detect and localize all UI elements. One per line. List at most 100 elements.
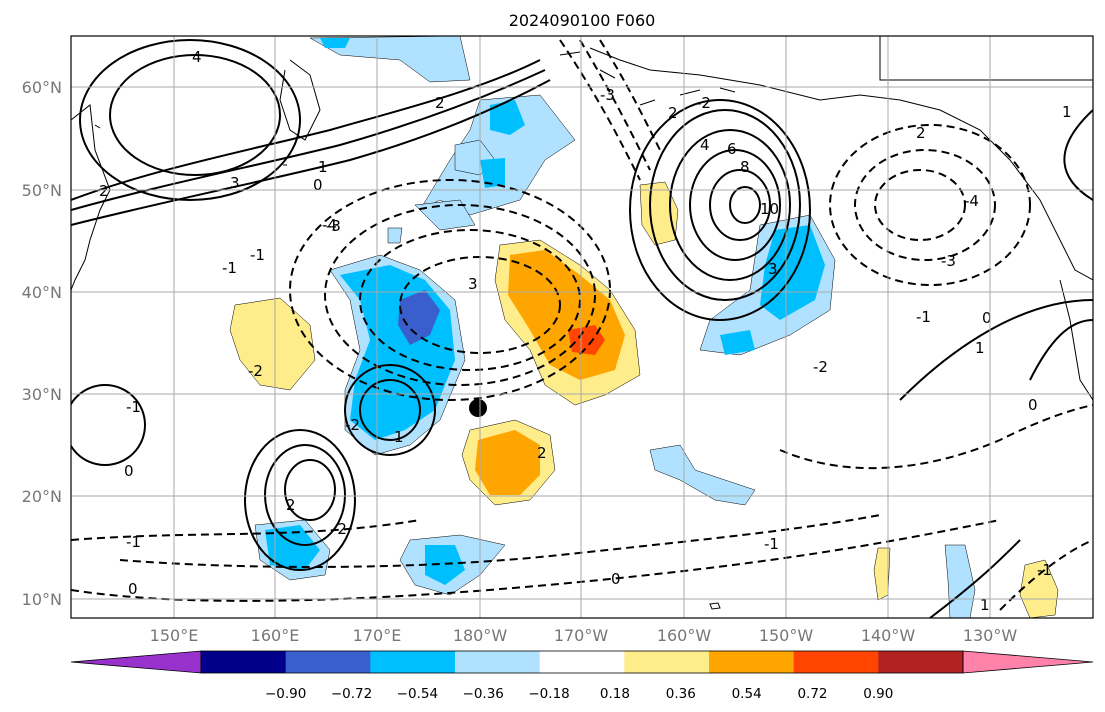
contour-label: 3 <box>230 174 240 192</box>
contour-label: 1 <box>1062 103 1072 121</box>
lat-tick-label: 50°N <box>22 181 62 200</box>
contour-label: -2 <box>696 94 711 112</box>
contour-label: 2 <box>668 104 678 122</box>
contour-label: -1 <box>250 246 265 264</box>
shade-lightblue <box>387 227 403 244</box>
contour-label: 2 <box>537 444 547 462</box>
contour-label: 2 <box>286 496 296 514</box>
contour-label: 1 <box>394 428 404 446</box>
se-contour <box>929 539 1021 618</box>
shade-orange <box>475 430 540 495</box>
shade-blue <box>425 545 465 585</box>
solid-contours <box>71 39 1093 618</box>
contour-label: -1 <box>126 533 141 551</box>
nw-contour <box>109 54 281 176</box>
contour-label: -2 <box>248 362 263 380</box>
contour-label: 1 <box>318 158 328 176</box>
contour-label: 4 <box>192 48 202 66</box>
shade-lightblue <box>649 444 756 506</box>
shade-royalblue <box>398 290 440 345</box>
lat-tick-label: 30°N <box>22 385 62 404</box>
lat-tick-label: 10°N <box>22 590 62 609</box>
contour-label: 3 <box>468 275 478 293</box>
s-contour <box>71 519 421 541</box>
contour-label: -1 <box>126 398 141 416</box>
colorbar-tick-label: 0.36 <box>666 686 696 702</box>
coast-hawaii <box>709 602 721 610</box>
s-contour <box>71 519 1001 602</box>
contour-label: 1 <box>980 596 990 614</box>
gridlines <box>71 36 1093 618</box>
contour-label: 0 <box>124 462 134 480</box>
contour-label: 0 <box>1028 396 1038 414</box>
shade-blue <box>320 38 350 48</box>
lon-tick-label: 140°W <box>861 626 916 645</box>
lon-tick-label: 170°W <box>554 626 609 645</box>
ne-high <box>829 124 1031 286</box>
coast-asia <box>71 104 111 291</box>
high-contour <box>359 229 581 371</box>
contour-label: 2 <box>99 182 109 200</box>
colorbar-frame <box>200 650 964 674</box>
contour-labels: 4 2 0 -1 1 3 -2 -3 6 8 10 2 0 -1 -2 1 -1… <box>99 48 1072 614</box>
sw-contour <box>284 459 336 521</box>
coast-namerica <box>1059 279 1093 401</box>
coast-kamchatka <box>279 59 321 141</box>
map-frame <box>70 35 1094 619</box>
contour-label: 0 <box>128 580 138 598</box>
lon-tick-label: 160°W <box>657 626 712 645</box>
colorbar-tick-label: −0.36 <box>463 686 504 702</box>
colorbar-tick-label: 0.72 <box>797 686 827 702</box>
colorbar-swatch <box>624 651 710 673</box>
lon-tick-label: 130°W <box>963 626 1018 645</box>
low-contour <box>669 129 791 281</box>
frame-border <box>879 36 1093 81</box>
low-contour <box>689 149 781 261</box>
contour-label: -4 <box>964 192 979 210</box>
contour-label: -1 <box>764 535 779 553</box>
shade-yellow <box>1019 559 1059 618</box>
shade-blue <box>720 330 755 355</box>
contour-label: -2 <box>813 358 828 376</box>
contour-label: -1 <box>222 259 237 277</box>
contour-label: -3 <box>941 252 956 270</box>
colorbar-tick-label: 0.54 <box>732 686 762 702</box>
mid-contour <box>359 379 421 441</box>
w-contour <box>71 384 146 466</box>
sw-contour <box>264 444 346 546</box>
contour-label: 10 <box>760 200 779 218</box>
colorbar-swatch <box>201 651 287 673</box>
coast-alaska <box>589 47 1093 281</box>
coastlines <box>71 36 1093 610</box>
ne-high <box>854 149 996 261</box>
high-contour <box>289 179 611 401</box>
shade-yellow <box>229 297 316 391</box>
contour-label: -3 <box>600 86 615 104</box>
shade-orangered <box>568 325 605 355</box>
contour-label: 8 <box>740 158 750 176</box>
coast-islands <box>94 124 287 166</box>
colorbar-tick-label: 0.90 <box>863 686 893 702</box>
shade-blue <box>265 525 320 570</box>
lat-tick-label: 40°N <box>22 283 62 302</box>
colorbar-tick-label: −0.72 <box>331 686 372 702</box>
shade-blue <box>490 100 525 135</box>
e-contour <box>1063 109 1093 201</box>
sw-contour <box>244 429 356 571</box>
colorbar-extend-min <box>70 650 202 674</box>
jet-contour <box>71 79 551 226</box>
mid-contour <box>344 364 436 456</box>
shading-layer <box>229 36 1059 618</box>
colorbar-swatch <box>878 651 964 673</box>
shade-blue <box>480 158 505 188</box>
lon-tick-label: 150°E <box>150 626 199 645</box>
colorbar-tick-label: −0.90 <box>265 686 306 702</box>
colorbar-swatch <box>370 651 456 673</box>
lon-tick-label: 150°W <box>759 626 814 645</box>
trough-contour <box>599 39 661 151</box>
contour-label: 3 <box>768 260 778 278</box>
e-contour <box>1029 319 1093 381</box>
trough-contour <box>579 39 651 171</box>
colorbar-swatch <box>539 651 625 673</box>
colorbar-tick-label: −0.18 <box>528 686 569 702</box>
